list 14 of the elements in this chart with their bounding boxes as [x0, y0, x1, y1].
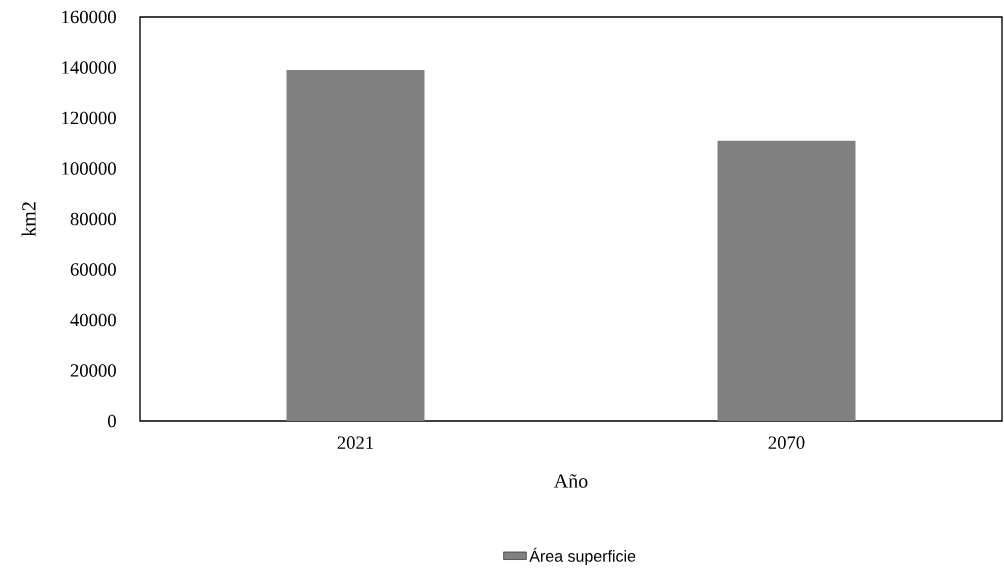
y-tick-label: 160000: [62, 10, 116, 24]
y-tick-label: 100000: [62, 162, 116, 175]
y-tick-label: 120000: [62, 111, 116, 125]
y-tick-label: 20000: [70, 364, 116, 377]
x-axis-title: Año: [553, 474, 588, 488]
x-tick-label: 2070: [768, 436, 805, 449]
x-tick-label: 2021: [337, 436, 374, 449]
y-tick-label: 60000: [70, 263, 116, 276]
y-tick-label: 40000: [70, 313, 116, 327]
y-tick-label: 0: [108, 414, 116, 428]
legend-label: Área superficie: [529, 547, 636, 565]
y-tick-label: 80000: [70, 212, 116, 226]
y-axis-title: km2: [21, 202, 36, 237]
y-tick-label: 140000: [62, 61, 116, 74]
